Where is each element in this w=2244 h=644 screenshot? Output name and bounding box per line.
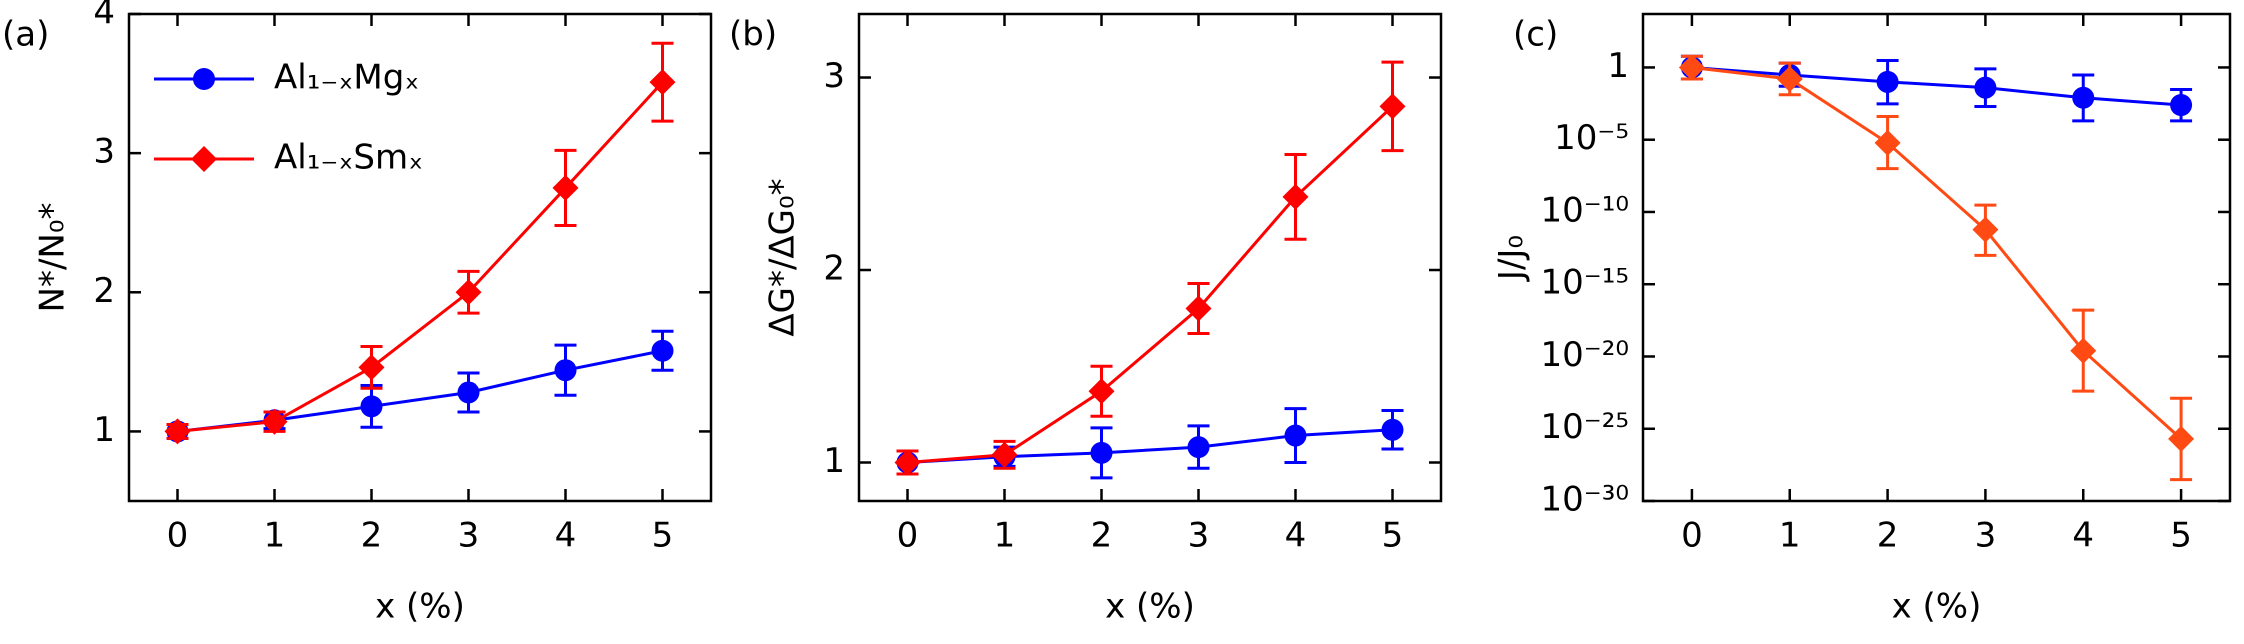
series-line: [177, 349, 663, 433]
plot-frame: [127, 12, 713, 503]
y-tick-label: 3: [93, 132, 115, 172]
marker: [894, 449, 921, 476]
marker: [2168, 425, 2195, 452]
marker: [552, 174, 579, 201]
marker: [1678, 54, 1705, 81]
x-axis-label: x (%): [1105, 587, 1195, 627]
marker: [1874, 129, 1901, 156]
x-tick-label: 2: [1091, 516, 1113, 556]
x-tick-label: 3: [1188, 516, 1210, 556]
marker: [554, 359, 577, 382]
y-tick-label: 1: [823, 441, 845, 481]
marker: [1972, 216, 1999, 243]
y-tick-label: 10⁻²⁰: [1541, 335, 1629, 375]
marker: [651, 339, 674, 362]
panel-label: (a): [2, 15, 49, 55]
x-tick-label: 5: [2170, 516, 2192, 556]
series-line: [1691, 65, 2182, 107]
x-tick-label: 3: [1975, 516, 1997, 556]
y-tick-label: 1: [93, 410, 115, 450]
marker: [1282, 183, 1309, 210]
x-tick-label: 1: [994, 516, 1016, 556]
marker: [455, 279, 482, 306]
marker: [457, 381, 480, 404]
plot-frame: [1641, 12, 2232, 503]
x-tick-label: 0: [1681, 516, 1703, 556]
marker: [261, 408, 288, 435]
marker: [360, 395, 383, 418]
y-tick-label: 10⁻¹⁵: [1541, 263, 1629, 303]
marker: [1185, 295, 1212, 322]
y-tick-label: 4: [93, 0, 115, 33]
x-tick-label: 5: [1382, 516, 1404, 556]
x-tick-label: 5: [652, 516, 674, 556]
marker: [2170, 94, 2193, 117]
marker: [1974, 76, 1997, 99]
x-tick-label: 0: [167, 516, 189, 556]
marker: [1088, 378, 1115, 405]
y-tick-label: 10⁻³⁰: [1541, 480, 1629, 520]
y-axis-label: ΔG*/ΔG₀*: [763, 178, 803, 336]
panel-label: (c): [1513, 15, 1558, 55]
y-tick-label: 1: [1607, 46, 1629, 86]
marker: [358, 354, 385, 381]
marker: [1284, 424, 1307, 447]
panel: 0 1 2 3 4 5 1 10⁻⁵ 10⁻¹⁰ 10⁻¹⁵ 10⁻²⁰ 10⁻²⁵ 10⁻³⁰ (c) x…: [1492, 12, 2232, 627]
marker: [1381, 418, 1404, 441]
marker: [1187, 436, 1210, 459]
x-tick-label: 2: [361, 516, 383, 556]
marker: [991, 441, 1018, 468]
x-tick-label: 1: [1779, 516, 1801, 556]
y-tick-label: 10⁻¹⁰: [1541, 190, 1629, 230]
y-tick-label: 10⁻⁵: [1554, 118, 1629, 158]
x-tick-label: 1: [264, 516, 286, 556]
panel: 0 1 2 3 4 5 1 2 3 4 (a) x (%) N*/N₀* Al₁₋ₓMgₓ Al₁₋ₓSmₓ: [2, 0, 713, 627]
y-axis-label: N*/N₀*: [33, 203, 73, 313]
legend-label: Al₁₋ₓSmₓ: [274, 138, 423, 178]
x-tick-label: 3: [458, 516, 480, 556]
marker: [164, 418, 191, 445]
y-tick-label: 10⁻²⁵: [1541, 407, 1629, 447]
x-axis-label: x (%): [375, 587, 465, 627]
legend-label: Al₁₋ₓMgₓ: [274, 58, 419, 98]
x-tick-label: 4: [555, 516, 577, 556]
marker: [1090, 441, 1113, 464]
legend-marker: [191, 146, 217, 172]
series-line: [1691, 65, 2183, 440]
y-axis-label: J/J₀: [1492, 235, 1532, 282]
marker: [2072, 86, 2095, 109]
marker: [649, 69, 676, 96]
legend-marker: [193, 68, 215, 90]
x-tick-label: 2: [1877, 516, 1899, 556]
panel-label: (b): [729, 15, 777, 55]
series-line: [907, 428, 1393, 464]
series-line: [177, 81, 664, 433]
y-tick-label: 2: [823, 249, 845, 289]
x-tick-label: 4: [1285, 516, 1307, 556]
x-tick-label: 4: [2072, 516, 2094, 556]
marker: [2070, 337, 2097, 364]
marker: [1876, 70, 1899, 93]
y-tick-label: 3: [823, 56, 845, 96]
plot-frame: [857, 12, 1443, 503]
x-tick-label: 0: [897, 516, 919, 556]
x-axis-label: x (%): [1892, 587, 1982, 627]
series-line: [907, 105, 1394, 464]
marker: [1379, 93, 1406, 120]
panel: 0 1 2 3 4 5 1 2 3 (b) x (%) ΔG*/ΔG₀*: [729, 12, 1443, 627]
marker: [1776, 65, 1803, 92]
y-tick-label: 2: [93, 271, 115, 311]
